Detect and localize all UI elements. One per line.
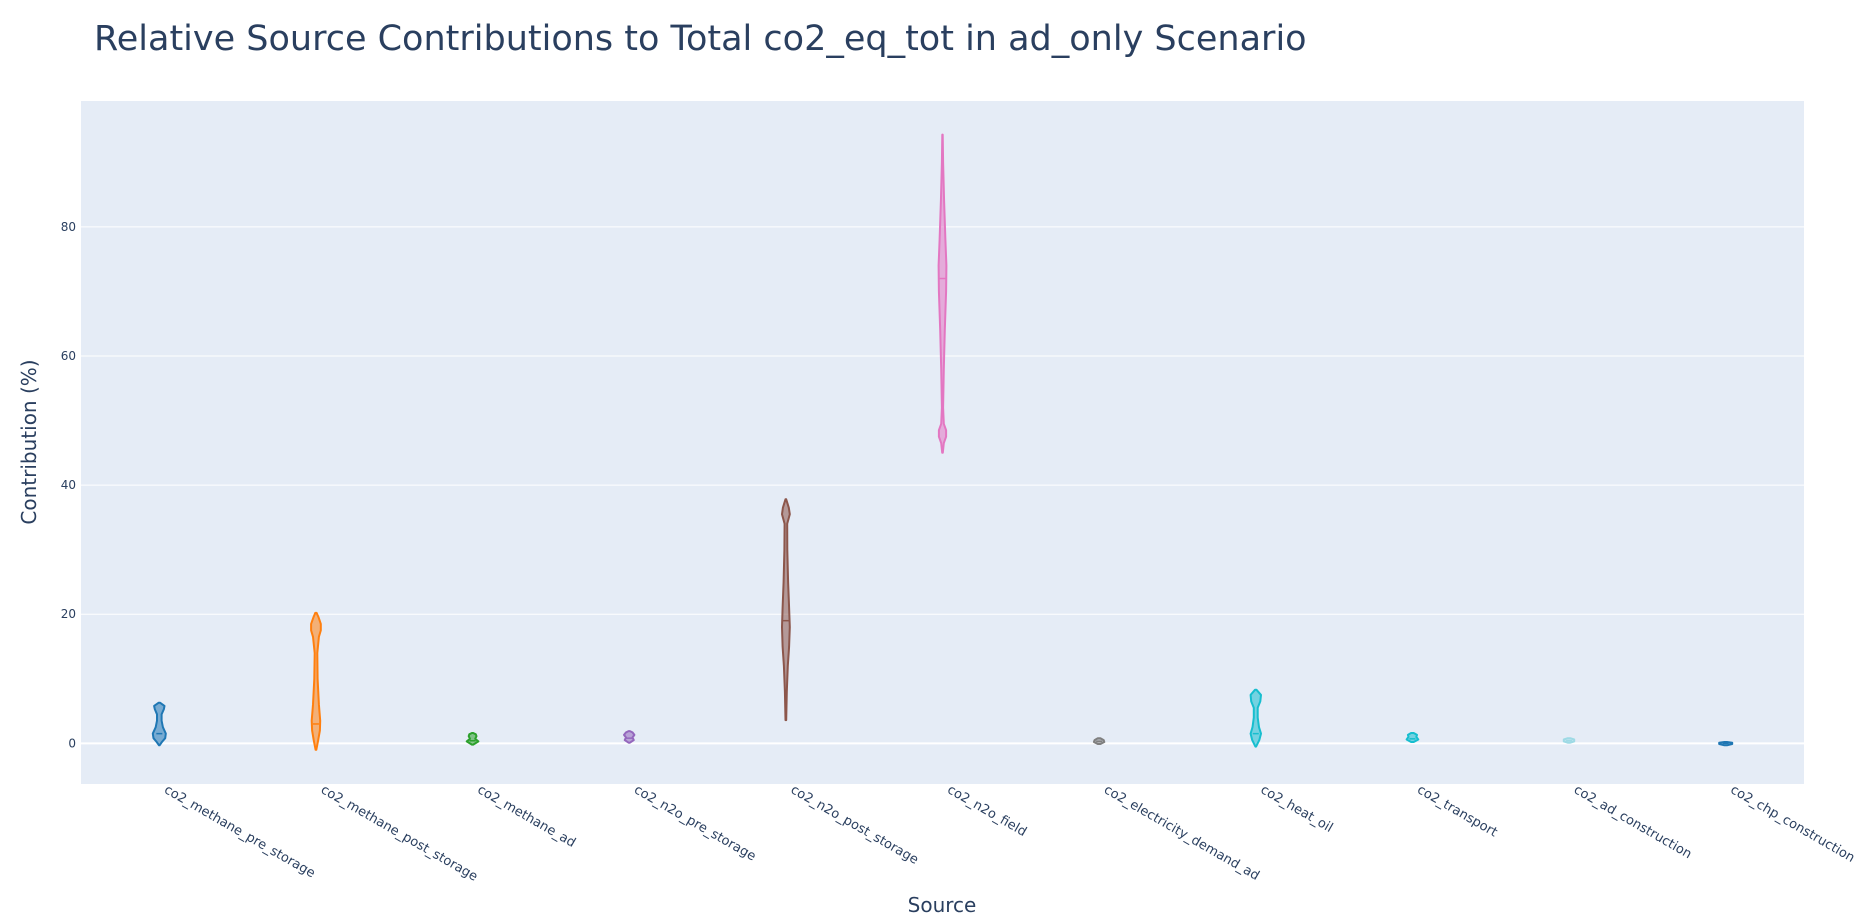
y-tick-label: 0	[68, 736, 76, 750]
chart-title: Relative Source Contributions to Total c…	[94, 19, 1307, 59]
violin-co2_n2o_post_storage	[781, 498, 791, 722]
violin-body	[1249, 688, 1262, 748]
violin-body	[1405, 732, 1420, 743]
x-tick-label: co2_heat_oil	[1258, 782, 1336, 835]
x-tick-label: co2_ad_construction	[1571, 782, 1694, 862]
violin-body	[151, 701, 167, 747]
x-tick-label: co2_n2o_field	[945, 782, 1029, 839]
violin-co2_ad_construction	[1562, 737, 1576, 744]
x-tick-label: co2_transport	[1414, 782, 1499, 840]
violin-co2_methane_ad	[465, 732, 480, 746]
violins	[151, 133, 1734, 751]
x-tick-label: co2_methane_post_storage	[318, 782, 480, 884]
y-tick-label: 60	[61, 349, 76, 363]
violin-body	[310, 611, 322, 751]
y-tick-label: 40	[61, 478, 76, 492]
x-tick-label: co2_methane_ad	[475, 782, 578, 850]
y-tick-label: 80	[61, 220, 76, 234]
x-tick-label: co2_n2o_post_storage	[788, 782, 921, 867]
x-axis-title: Source	[908, 893, 977, 915]
x-tick-label: co2_methane_pre_storage	[161, 782, 317, 881]
violin-body	[781, 498, 791, 722]
x-tick-label: co2_n2o_pre_storage	[631, 782, 758, 864]
violin-body	[937, 133, 948, 454]
x-tick-label: co2_chp_construction	[1728, 782, 1857, 865]
violin-co2_chp_construction	[1718, 741, 1734, 747]
y-axis-ticks: 0 20 40 60 80	[61, 220, 76, 750]
y-axis-title: Contribution (%)	[17, 359, 41, 524]
violin-co2_n2o_field	[937, 133, 948, 454]
violin-co2_methane_post_storage	[310, 611, 322, 751]
violin-co2_heat_oil	[1249, 688, 1262, 748]
violin-body	[623, 730, 636, 744]
violin-body	[465, 732, 480, 746]
violin-co2_electricity_demand_ad	[1092, 737, 1106, 745]
x-tick-label: co2_electricity_demand_ad	[1101, 782, 1262, 883]
violin-co2_n2o_pre_storage	[623, 730, 636, 744]
violin-co2_transport	[1405, 732, 1420, 743]
x-axis-ticks: co2_methane_pre_storage co2_methane_post_…	[161, 782, 1857, 884]
violin-co2_methane_pre_storage	[151, 701, 167, 747]
y-tick-label: 20	[61, 607, 76, 621]
